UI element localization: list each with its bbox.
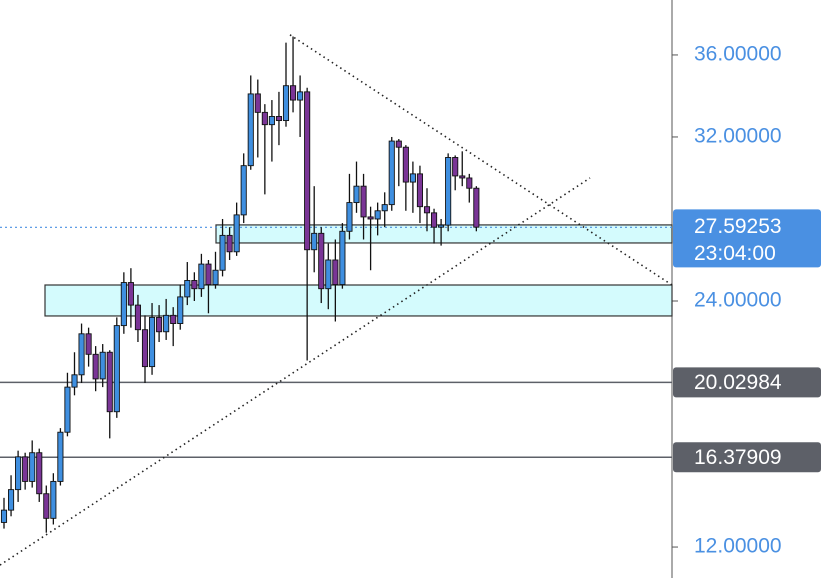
- candle-body: [43, 493, 50, 519]
- candle-body: [318, 232, 325, 290]
- y-tick-label: 36.00000: [694, 42, 782, 65]
- y-tick-label: 12.00000: [694, 535, 782, 558]
- candle-body: [106, 351, 113, 413]
- candle-body: [156, 316, 163, 333]
- candle-body: [57, 431, 64, 482]
- level-tag: [673, 367, 821, 398]
- candle-body: [212, 269, 219, 286]
- candle-body: [226, 234, 233, 253]
- candle-body: [423, 206, 431, 214]
- candle-body: [445, 157, 452, 226]
- candle-body: [409, 173, 416, 183]
- zone: [44, 284, 673, 317]
- candle-body: [332, 259, 339, 286]
- candle-body: [120, 282, 127, 327]
- candle-body: [163, 314, 170, 333]
- candle-body: [113, 325, 120, 413]
- candle-body: [247, 93, 254, 167]
- candle-body: [198, 263, 205, 290]
- candle-body: [29, 452, 36, 482]
- candle-body: [388, 140, 395, 206]
- candle-body: [374, 210, 381, 220]
- candle-body: [459, 175, 466, 179]
- candle-body: [78, 333, 85, 376]
- candle-body: [92, 353, 99, 380]
- candle-body: [177, 296, 184, 324]
- candle-body: [64, 386, 71, 433]
- level-label: 16.37909: [694, 446, 782, 469]
- price-tag: [673, 209, 821, 268]
- candle-body: [339, 230, 346, 286]
- candle-body: [473, 187, 480, 228]
- candle-body: [15, 456, 22, 491]
- candle-body: [85, 333, 92, 355]
- candle-body: [170, 314, 177, 324]
- y-tick-label: 32.00000: [694, 125, 782, 148]
- trendline: [289, 34, 673, 286]
- level-label: 20.02984: [694, 371, 782, 394]
- candle-body: [346, 202, 353, 232]
- candle-body: [233, 214, 240, 253]
- candle-body: [275, 116, 283, 122]
- y-tick-label: 24.00000: [694, 289, 782, 312]
- candle-body: [381, 204, 388, 212]
- candle-body: [240, 165, 247, 216]
- candle-body: [416, 173, 424, 208]
- candle-body: [148, 316, 156, 368]
- candle-body: [0, 509, 8, 523]
- candle-body: [268, 116, 275, 126]
- candle-body: [395, 140, 402, 148]
- candle-body: [438, 224, 445, 228]
- candle-body: [191, 280, 198, 290]
- zone: [215, 224, 673, 244]
- candle-body: [261, 111, 268, 126]
- candle-body: [402, 146, 409, 183]
- candle-body: [290, 85, 297, 101]
- countdown-label: 23:04:00: [694, 242, 776, 265]
- candle-body: [22, 456, 29, 482]
- candle-body: [7, 489, 15, 511]
- candle-body: [127, 282, 134, 306]
- candle-body: [452, 157, 459, 177]
- candle-body: [184, 280, 191, 298]
- candle-body: [466, 177, 473, 189]
- candle-body: [297, 91, 304, 101]
- candle-body: [367, 216, 374, 220]
- candle-body: [36, 452, 43, 495]
- candle-body: [431, 212, 438, 228]
- candle-body: [360, 185, 367, 218]
- candle-body: [99, 351, 106, 380]
- candle-body: [254, 93, 261, 113]
- candle-body: [205, 263, 212, 286]
- candle-body: [71, 374, 78, 388]
- candle-body: [353, 185, 360, 204]
- price-label: 27.59253: [694, 215, 782, 238]
- candle-body: [134, 304, 142, 331]
- candle-body: [304, 91, 311, 251]
- level-tag: [673, 442, 821, 473]
- candle-body: [141, 329, 149, 368]
- candle-body: [50, 480, 57, 519]
- candle-body: [325, 259, 332, 290]
- candle-body: [219, 234, 226, 271]
- candle-body: [311, 232, 318, 251]
- candle-body: [282, 85, 290, 122]
